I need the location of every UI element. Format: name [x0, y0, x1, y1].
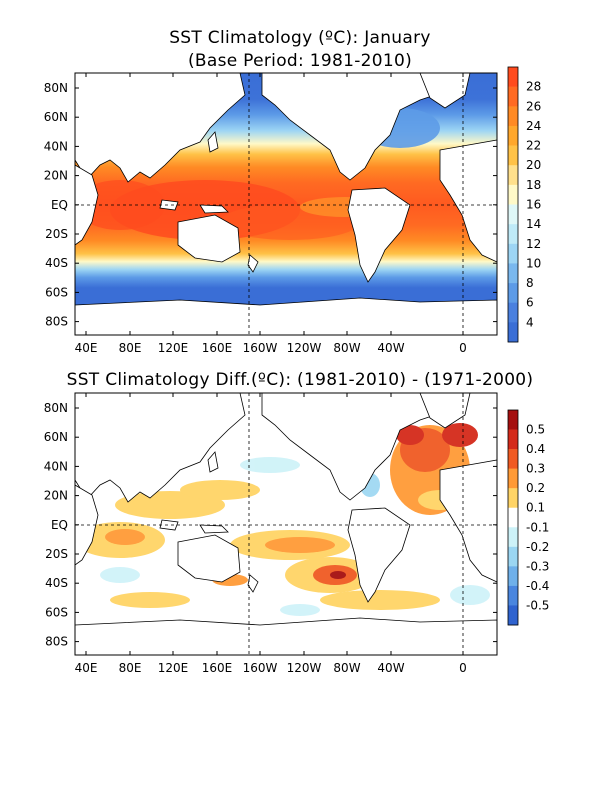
- colorbar-label: 0.2: [526, 481, 545, 495]
- lat-tick-label: EQ: [51, 198, 68, 212]
- colorbar-swatch: [508, 125, 518, 146]
- lat-tick-label: 40N: [44, 139, 68, 153]
- colorbar-label: 10: [526, 256, 541, 270]
- colorbar-swatch: [508, 585, 518, 606]
- lat-tick-label: 40N: [44, 459, 68, 473]
- colorbar-label: -0.4: [526, 579, 549, 593]
- colorbar-swatch: [508, 527, 518, 548]
- lat-tick-label: 80S: [45, 635, 68, 649]
- colorbar-label: 18: [526, 178, 541, 192]
- lon-tick-label: 80E: [119, 661, 142, 675]
- colorbar-label: 26: [526, 99, 541, 113]
- lon-tick-label: 40E: [75, 661, 98, 675]
- colorbar-label: 0.3: [526, 462, 545, 476]
- colorbar-label: 20: [526, 158, 541, 172]
- lon-tick-label: 160E: [202, 341, 233, 355]
- colorbar-swatch: [508, 410, 518, 430]
- lat-tick-label: 20S: [45, 547, 68, 561]
- lat-tick-label: 60S: [45, 605, 68, 619]
- colorbar-label: 12: [526, 237, 541, 251]
- colorbar-swatch: [508, 283, 518, 304]
- colorbar-swatch: [508, 322, 518, 343]
- lon-tick-label: 0: [459, 341, 467, 355]
- lat-tick-label: EQ: [51, 518, 68, 532]
- lat-tick-label: 20N: [44, 169, 68, 183]
- colorbar-label: 0.4: [526, 442, 545, 456]
- lon-tick-label: 120W: [287, 661, 322, 675]
- lon-tick-label: 80W: [333, 341, 360, 355]
- colorbar-swatch: [508, 546, 518, 567]
- lon-tick-label: 120W: [287, 341, 322, 355]
- lat-tick-label: 80N: [44, 81, 68, 95]
- lat-tick-label: 40S: [45, 576, 68, 590]
- lon-tick-label: 80E: [119, 341, 142, 355]
- colorbar-swatch: [508, 488, 518, 509]
- colorbar-swatch: [508, 449, 518, 469]
- colorbar-frame: [507, 409, 519, 626]
- colorbar-swatch: [508, 566, 518, 587]
- colorbar-label: -0.2: [526, 540, 549, 554]
- colorbar-swatch: [508, 507, 518, 528]
- lon-tick-label: 0: [459, 661, 467, 675]
- lat-tick-label: 20S: [45, 227, 68, 241]
- colorbar-label: 0.5: [526, 423, 545, 437]
- colorbar-label: 16: [526, 198, 541, 212]
- colorbar-swatch: [508, 243, 518, 264]
- lat-tick-label: 60S: [45, 285, 68, 299]
- colorbar-swatch: [508, 145, 518, 166]
- colorbar-label: -0.1: [526, 520, 549, 534]
- colorbar-swatch: [508, 165, 518, 186]
- lon-tick-label: 40W: [377, 661, 404, 675]
- lat-tick-label: 80S: [45, 315, 68, 329]
- diff-title: SST Climatology Diff.(ºC): (1981-2010) -…: [66, 370, 534, 390]
- colorbar-swatch: [508, 302, 518, 323]
- lon-tick-label: 120E: [158, 661, 189, 675]
- colorbar-swatch: [508, 224, 518, 245]
- colorbar-swatch: [508, 605, 518, 626]
- diff-map: [74, 392, 498, 656]
- colorbar-label: 22: [526, 139, 541, 153]
- lon-tick-label: 160W: [243, 661, 278, 675]
- colorbar-label: 6: [526, 296, 534, 310]
- colorbar-swatch: [508, 429, 518, 450]
- colorbar-swatch: [508, 106, 518, 127]
- sst-map: [74, 72, 498, 336]
- colorbar-swatch: [508, 204, 518, 225]
- lon-tick-label: 40W: [377, 341, 404, 355]
- colorbar-label: -0.3: [526, 559, 549, 573]
- colorbar-label: -0.5: [526, 598, 549, 612]
- lon-tick-label: 80W: [333, 661, 360, 675]
- lat-tick-label: 80N: [44, 401, 68, 415]
- colorbar-label: 4: [526, 315, 534, 329]
- lat-tick-label: 60N: [44, 430, 68, 444]
- colorbar-swatch: [508, 263, 518, 284]
- colorbar-swatch: [508, 67, 518, 87]
- lat-tick-label: 40S: [45, 256, 68, 270]
- colorbar-frame: [507, 66, 519, 343]
- lon-tick-label: 160W: [243, 341, 278, 355]
- lat-tick-label: 20N: [44, 489, 68, 503]
- sst-title: SST Climatology (ºC): January: [169, 28, 431, 48]
- colorbar-swatch: [508, 86, 518, 107]
- colorbar-label: 28: [526, 80, 541, 94]
- colorbar-label: 24: [526, 119, 541, 133]
- colorbar-swatch: [508, 184, 518, 205]
- lon-tick-label: 40E: [75, 341, 98, 355]
- lat-tick-label: 60N: [44, 110, 68, 124]
- lon-tick-label: 160E: [202, 661, 233, 675]
- lon-tick-label: 120E: [158, 341, 189, 355]
- colorbar-swatch: [508, 468, 518, 489]
- colorbar-label: 8: [526, 276, 534, 290]
- colorbar-label: 14: [526, 217, 541, 231]
- sst-subtitle: (Base Period: 1981-2010): [187, 51, 413, 71]
- colorbar-label: 0.1: [526, 501, 545, 515]
